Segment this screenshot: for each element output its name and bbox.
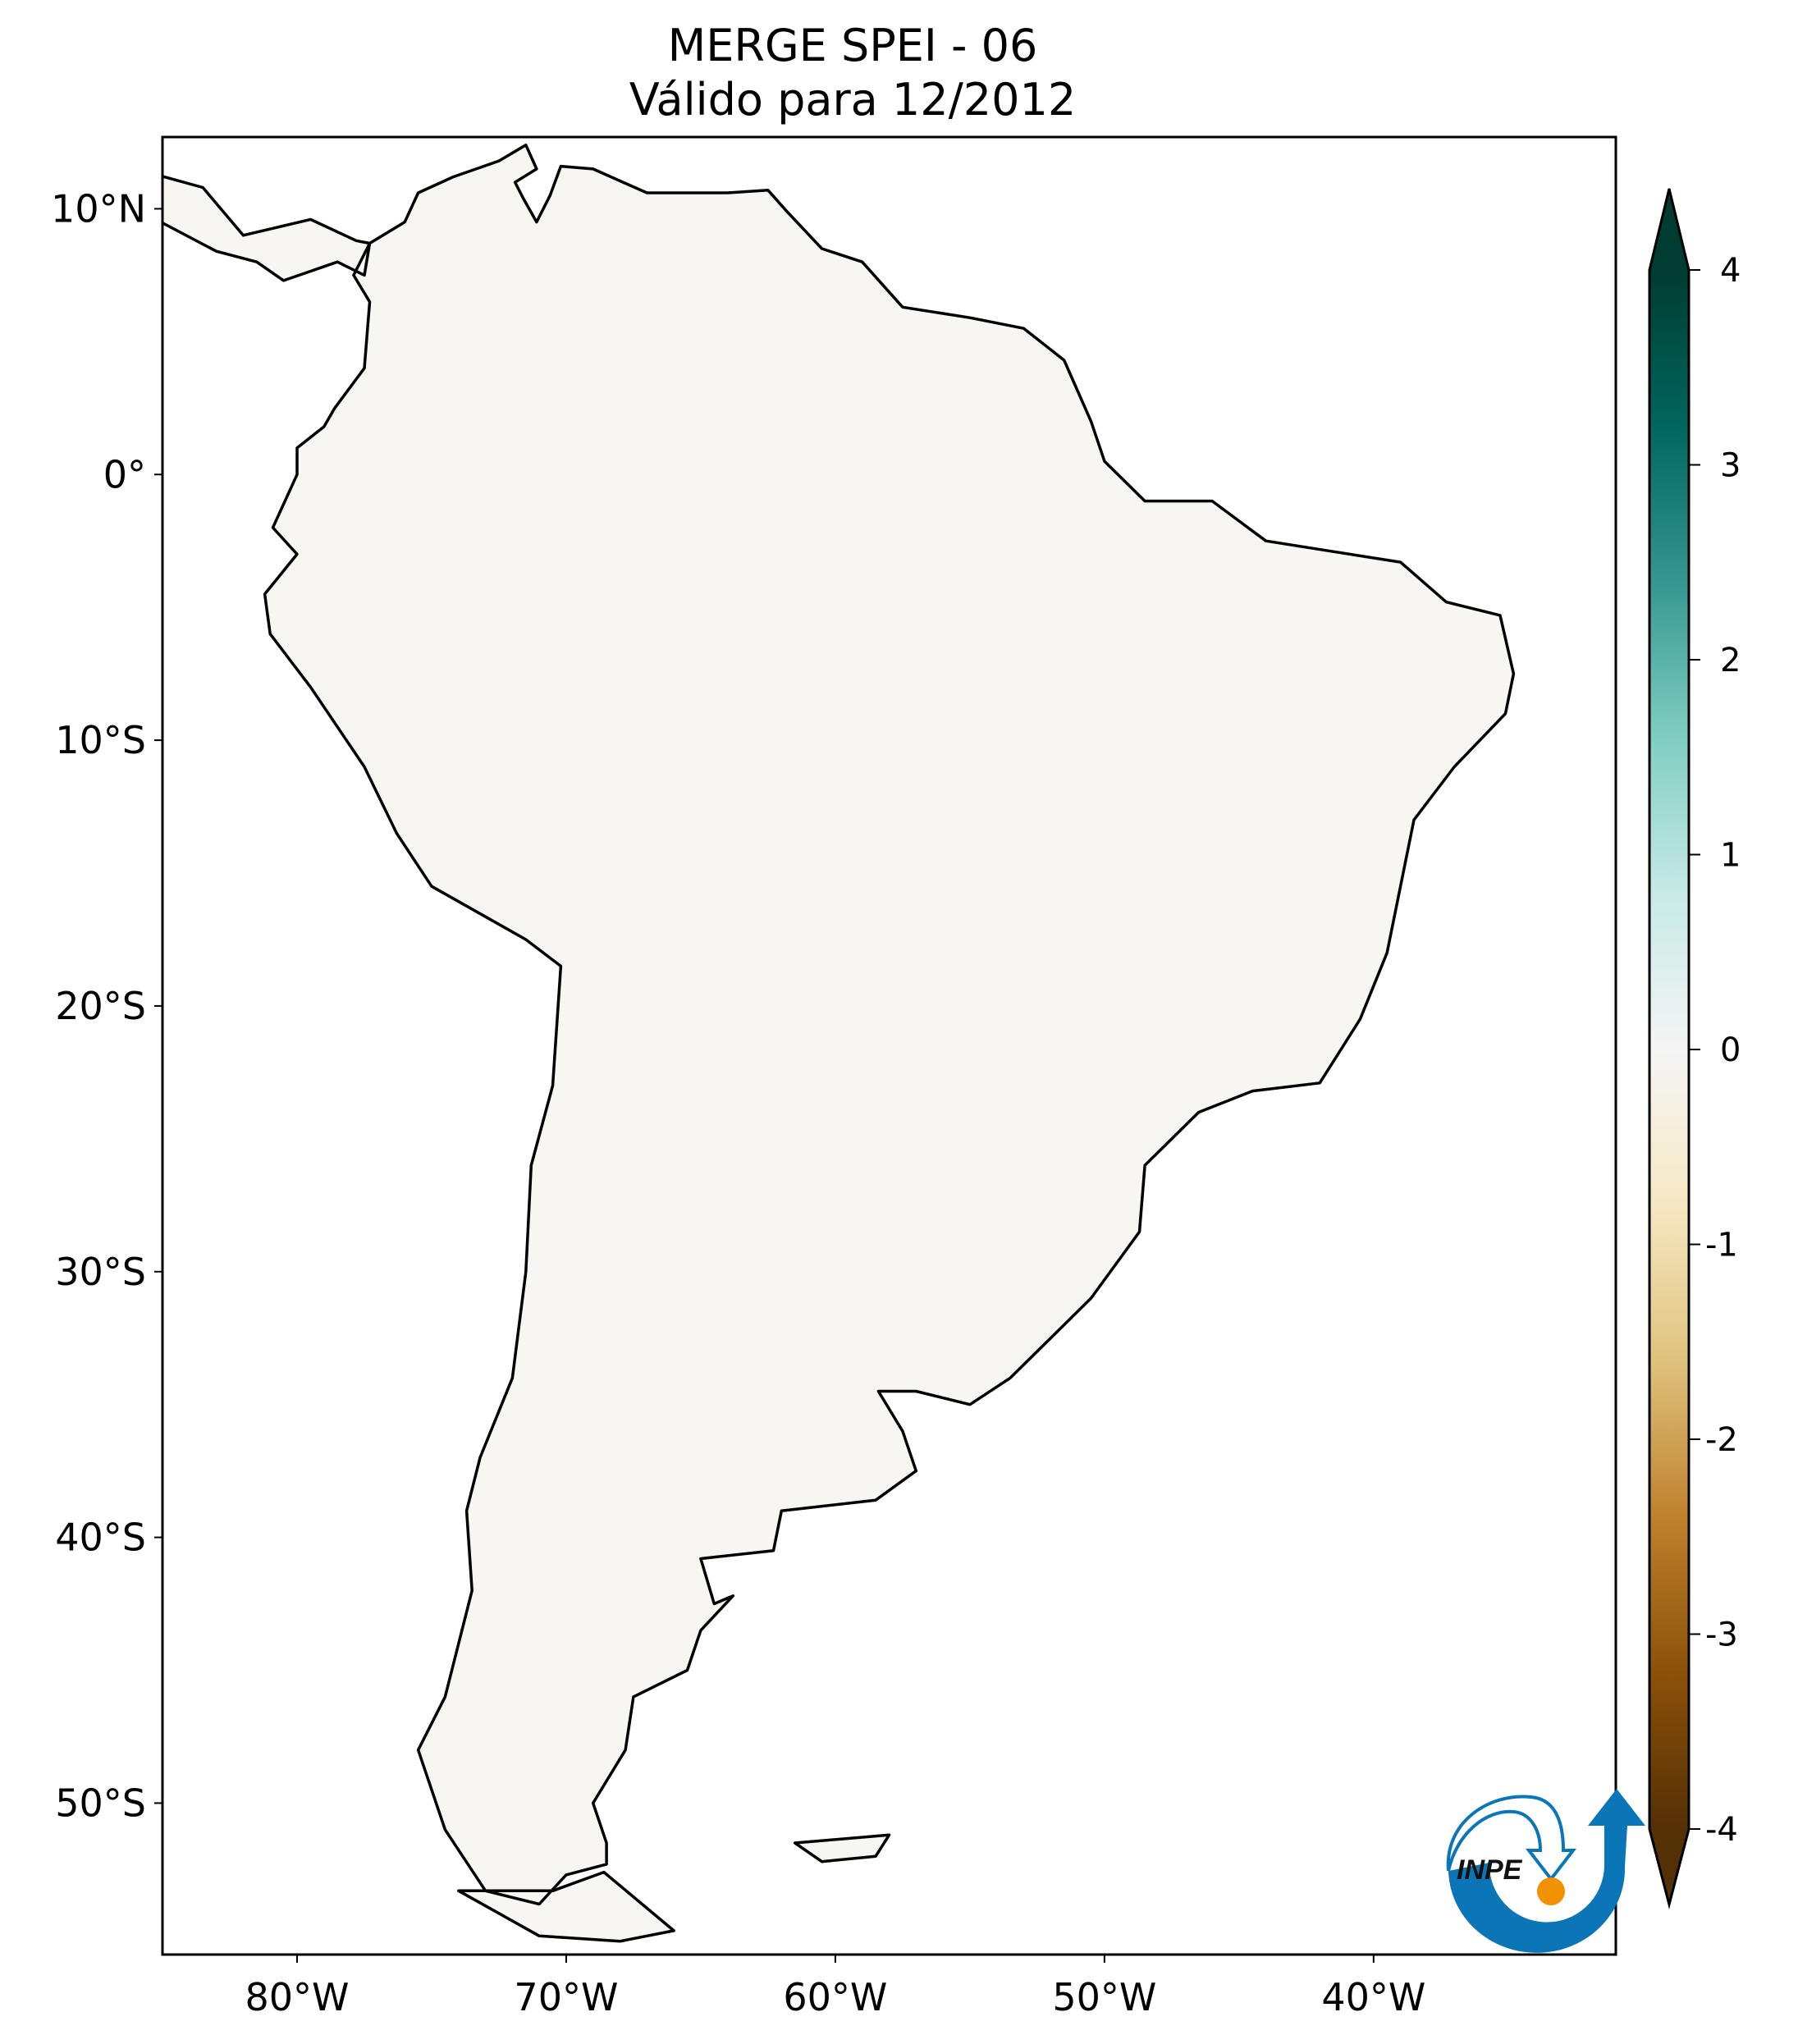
tierra-del-fuego-outline (457, 1870, 675, 1943)
colorbar-extend-max (1649, 189, 1689, 270)
svg-text:INPE: INPE (1457, 1854, 1523, 1886)
lat-tick-label: 50°S (55, 1781, 146, 1825)
lon-tick-label: 50°W (1052, 1975, 1156, 2019)
colorbar-tick-label: -1 (1705, 1227, 1738, 1264)
lat-tick-label: 30°S (55, 1250, 146, 1294)
colorbar-tick-label: -3 (1705, 1616, 1738, 1654)
inpe-logo: INPE (1446, 1789, 1645, 1953)
south-america-land (264, 144, 1514, 1905)
south-america-outline (263, 143, 1516, 1906)
colorbar-gradient (1649, 270, 1689, 1829)
chart-title: MERGE SPEI - 06 (667, 20, 1038, 71)
tierra-del-fuego-land (458, 1872, 675, 1941)
lat-tick-label: 10°S (55, 718, 146, 762)
coastline (162, 143, 1516, 1943)
colorbar: 4 3 2 1 0 -1 -2 -3 -4 (1648, 188, 1741, 1909)
land-base (162, 144, 1514, 1941)
central-america-outline (162, 175, 372, 282)
lon-tick-label: 70°W (514, 1975, 618, 2019)
colorbar-tick-label: 0 (1720, 1031, 1741, 1069)
chart-subtitle: Válido para 12/2012 (629, 74, 1077, 126)
colorbar-tick-label: 2 (1720, 642, 1741, 679)
colorbar-tick-label: 4 (1720, 252, 1741, 290)
colorbar-tick-label: -2 (1705, 1421, 1738, 1459)
colorbar-tick-label: 3 (1720, 447, 1741, 485)
falkland-islands-outline (793, 1833, 891, 1863)
lat-tick-label: 10°N (51, 186, 146, 231)
lat-tick-label: 40°S (55, 1516, 146, 1560)
lat-tick-label: 0° (103, 452, 146, 496)
colorbar-extend-min (1649, 1829, 1689, 1905)
colorbar-tick-label: -4 (1705, 1811, 1738, 1849)
colorbar-tick-label: 1 (1720, 837, 1741, 875)
lat-tick-label: 20°S (55, 984, 146, 1028)
map-frame (161, 135, 1617, 1956)
lon-tick-label: 80°W (245, 1975, 349, 2019)
lon-tick-label: 40°W (1321, 1975, 1425, 2019)
lon-tick-label: 60°W (783, 1975, 887, 2019)
